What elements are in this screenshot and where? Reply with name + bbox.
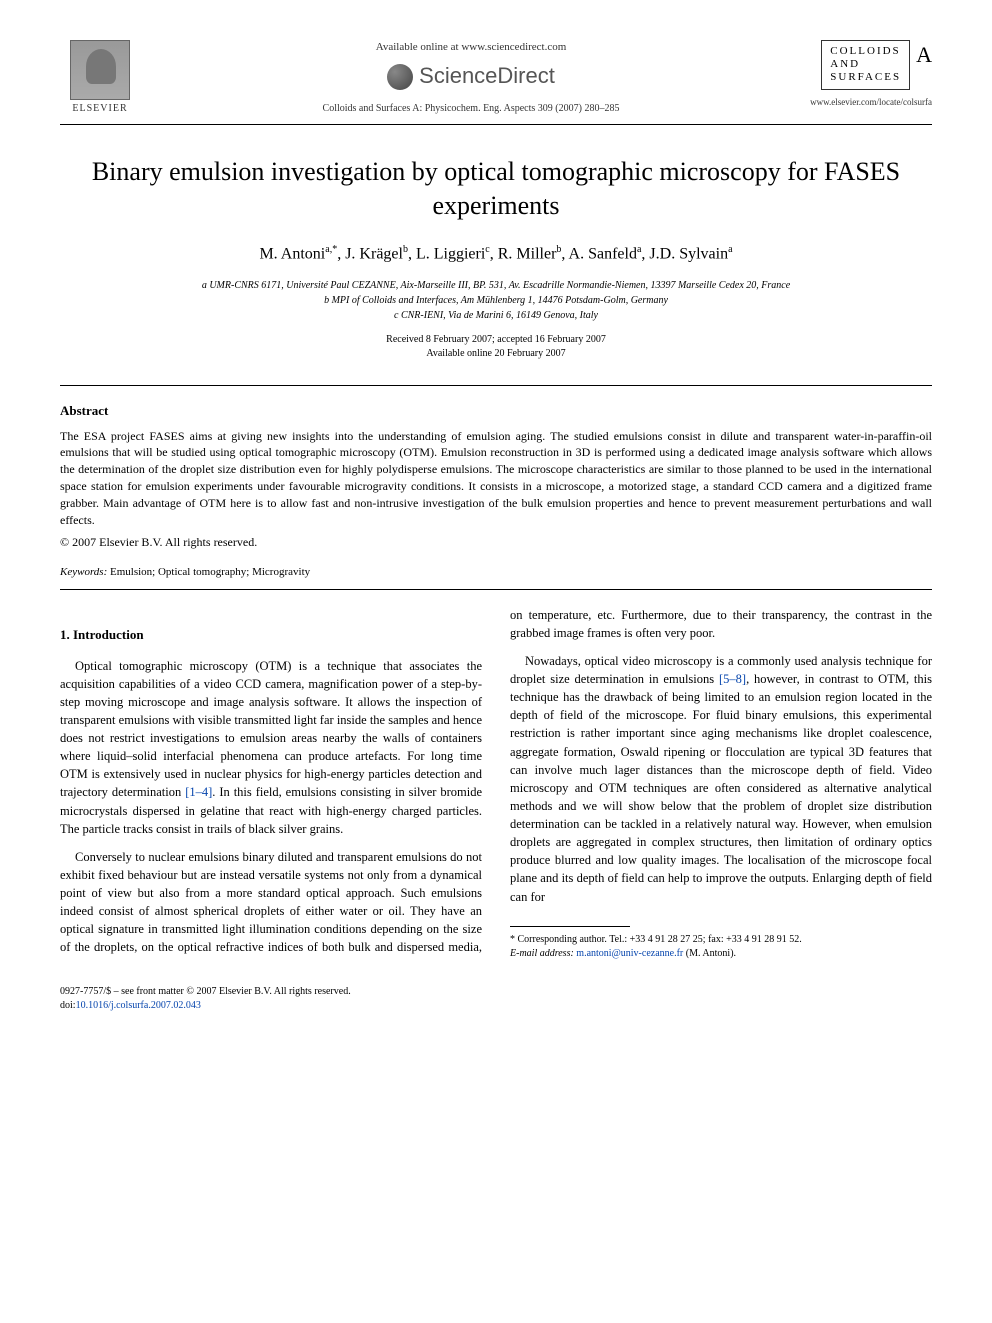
page-header: ELSEVIER Available online at www.science… bbox=[60, 40, 932, 116]
journal-series-letter: A bbox=[916, 40, 932, 71]
abstract-top-rule bbox=[60, 385, 932, 386]
journal-box-line3: SURFACES bbox=[830, 71, 901, 83]
publisher-name: ELSEVIER bbox=[72, 102, 127, 116]
journal-reference: Colloids and Surfaces A: Physicochem. En… bbox=[160, 102, 782, 116]
doi-link[interactable]: 10.1016/j.colsurfa.2007.02.043 bbox=[76, 1000, 201, 1011]
page-footer: 0927-7757/$ – see front matter © 2007 El… bbox=[60, 985, 932, 1013]
abstract-copyright: © 2007 Elsevier B.V. All rights reserved… bbox=[60, 534, 932, 551]
online-date: Available online 20 February 2007 bbox=[60, 347, 932, 361]
sciencedirect-logo: ScienceDirect bbox=[387, 61, 555, 92]
affiliation-b: b MPI of Colloids and Interfaces, Am Müh… bbox=[60, 293, 932, 308]
sciencedirect-swoosh-icon bbox=[387, 64, 413, 90]
intro-p1a: Optical tomographic microscopy (OTM) is … bbox=[60, 659, 482, 800]
issn-line: 0927-7757/$ – see front matter © 2007 El… bbox=[60, 985, 932, 999]
body-columns: 1. Introduction Optical tomographic micr… bbox=[60, 606, 932, 961]
article-dates: Received 8 February 2007; accepted 16 Fe… bbox=[60, 333, 932, 361]
corr-author-line: * Corresponding author. Tel.: +33 4 91 2… bbox=[510, 933, 932, 947]
abstract-heading: Abstract bbox=[60, 402, 932, 420]
doi-line: doi:10.1016/j.colsurfa.2007.02.043 bbox=[60, 999, 932, 1013]
elsevier-tree-icon bbox=[70, 40, 130, 100]
intro-para-1: Optical tomographic microscopy (OTM) is … bbox=[60, 657, 482, 838]
header-rule bbox=[60, 124, 932, 125]
intro-para-3: Nowadays, optical video microscopy is a … bbox=[510, 652, 932, 906]
ref-link-1-4[interactable]: [1–4] bbox=[185, 785, 212, 799]
journal-box-line1: COLLOIDS bbox=[830, 45, 900, 57]
publisher-logo: ELSEVIER bbox=[60, 40, 140, 116]
keywords-label: Keywords: bbox=[60, 566, 107, 578]
affiliations: a UMR-CNRS 6171, Université Paul CEZANNE… bbox=[60, 278, 932, 323]
keywords-line: Keywords: Emulsion; Optical tomography; … bbox=[60, 565, 932, 580]
section-1-heading: 1. Introduction bbox=[60, 626, 482, 645]
journal-url: www.elsevier.com/locate/colsurfa bbox=[802, 96, 932, 109]
received-date: Received 8 February 2007; accepted 16 Fe… bbox=[60, 333, 932, 347]
journal-logo-block: COLLOIDS AND SURFACES A www.elsevier.com… bbox=[802, 40, 932, 108]
corr-email-link[interactable]: m.antoni@univ-cezanne.fr bbox=[576, 948, 683, 959]
footnote-rule bbox=[510, 926, 630, 927]
available-online-text: Available online at www.sciencedirect.co… bbox=[160, 40, 782, 55]
ref-link-5-8[interactable]: [5–8] bbox=[719, 672, 746, 686]
affiliation-c: c CNR-IENI, Via de Marini 6, 16149 Genov… bbox=[60, 308, 932, 323]
affiliation-a: a UMR-CNRS 6171, Université Paul CEZANNE… bbox=[60, 278, 932, 293]
corr-email-suffix: (M. Antoni). bbox=[686, 948, 736, 959]
keywords-text: Emulsion; Optical tomography; Microgravi… bbox=[110, 566, 310, 578]
journal-box-line2: AND bbox=[830, 58, 860, 70]
doi-label: doi: bbox=[60, 1000, 76, 1011]
sciencedirect-text: ScienceDirect bbox=[419, 61, 555, 92]
intro-p3b: , however, in contrast to OTM, this tech… bbox=[510, 672, 932, 904]
article-title: Binary emulsion investigation by optical… bbox=[60, 155, 932, 223]
abstract-text: The ESA project FASES aims at giving new… bbox=[60, 428, 932, 529]
journal-title-box: COLLOIDS AND SURFACES bbox=[821, 40, 910, 90]
email-label: E-mail address: bbox=[510, 948, 574, 959]
abstract-bottom-rule bbox=[60, 589, 932, 590]
corr-email-line: E-mail address: m.antoni@univ-cezanne.fr… bbox=[510, 947, 932, 961]
author-list: M. Antonia,*, J. Krägelb, L. Liggieric, … bbox=[60, 243, 932, 266]
header-center: Available online at www.sciencedirect.co… bbox=[140, 40, 802, 116]
corresponding-author-footnote: * Corresponding author. Tel.: +33 4 91 2… bbox=[510, 933, 932, 961]
